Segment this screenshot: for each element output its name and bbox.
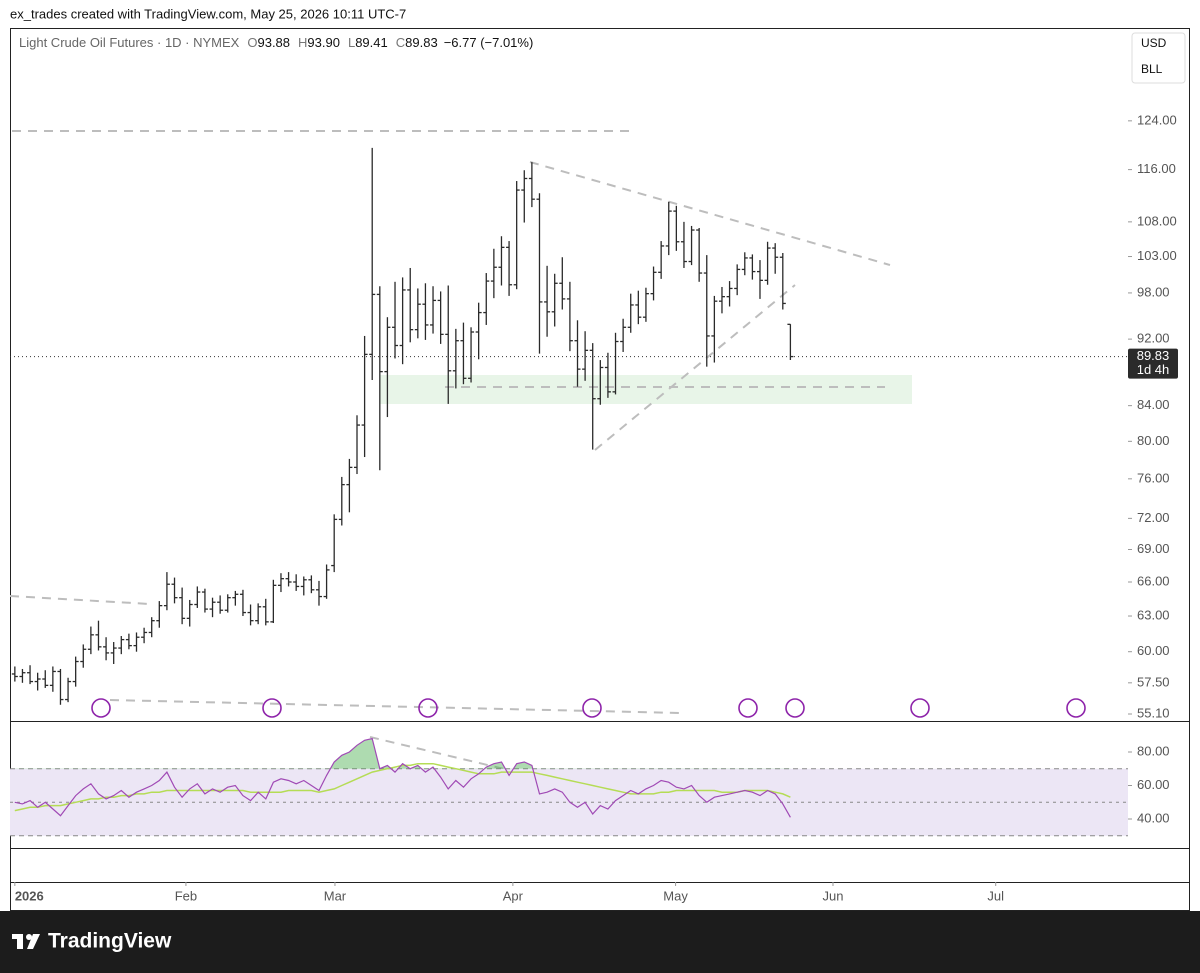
y-tick-label: 98.00 (1137, 284, 1170, 299)
legend-key: C (396, 35, 405, 50)
event-icon[interactable] (262, 698, 282, 718)
legend-title: Light Crude Oil Futures · 1D · NYMEX (19, 35, 240, 50)
y-tick-label: 92.00 (1137, 331, 1170, 346)
chart-frame (10, 28, 1190, 911)
legend-key: L (348, 35, 355, 50)
rsi-line (14, 737, 791, 818)
x-tick-label: Jul (987, 888, 1004, 903)
trendline (9, 595, 151, 605)
logo-icon (12, 934, 40, 949)
event-icon[interactable] (785, 698, 805, 718)
y-tick-label: 124.00 (1137, 112, 1177, 127)
rsi-y-tick-label: 80.00 (1137, 743, 1170, 758)
unit[interactable]: BLL (1141, 62, 1163, 76)
rsi-y-tick-label: 40.00 (1137, 810, 1170, 825)
legend-value: 93.90 (307, 35, 340, 50)
support-zone (380, 375, 912, 404)
rsi-band (10, 768, 1128, 836)
y-tick-label: 55.10 (1137, 705, 1170, 720)
rsi-ma-line (14, 762, 791, 812)
attribution: ex_trades created with TradingView.com, … (10, 6, 406, 21)
legend-value: 89.83 (405, 35, 438, 50)
y-tick-label: 80.00 (1137, 433, 1170, 448)
event-icon[interactable] (910, 698, 930, 718)
y-tick-label: 57.50 (1137, 674, 1170, 689)
y-tick-label: 69.00 (1137, 541, 1170, 556)
x-tick-label: Apr (503, 888, 524, 903)
event-icon[interactable] (418, 698, 438, 718)
legend-key: H (298, 35, 307, 50)
event-icon[interactable] (582, 698, 602, 718)
y-tick-label: 84.00 (1137, 397, 1170, 412)
legend-change: −6.77 (−7.01%) (444, 35, 534, 50)
event-icons (91, 698, 1086, 718)
y-tick-label: 108.00 (1137, 213, 1177, 228)
y-tick-label: 72.00 (1137, 510, 1170, 525)
y-tick-label: 116.00 (1137, 161, 1176, 176)
x-tick-label: Feb (175, 888, 197, 903)
footer (0, 911, 1200, 973)
event-icon[interactable] (738, 698, 758, 718)
y-tick-label: 103.00 (1137, 248, 1177, 263)
scale-box[interactable] (1131, 32, 1186, 84)
y-tick-label: 63.00 (1137, 607, 1170, 622)
x-tick-label: Mar (324, 888, 347, 903)
currency[interactable]: USD (1141, 36, 1167, 50)
legend-key: O (247, 35, 257, 50)
x-tick-label: May (663, 888, 688, 903)
y-tick-label: 60.00 (1137, 643, 1170, 658)
logo-text: TradingView (48, 930, 172, 953)
x-tick-label: Jun (822, 888, 843, 903)
x-tick-label: 2026 (15, 888, 44, 903)
legend-value: 93.88 (257, 35, 290, 50)
last-price-label: 89.83 (1137, 348, 1170, 363)
event-icon[interactable] (91, 698, 111, 718)
y-tick-label: 76.00 (1137, 470, 1170, 485)
event-icon[interactable] (1066, 698, 1086, 718)
legend-value: 89.41 (355, 35, 388, 50)
legend: Light Crude Oil Futures · 1D · NYMEX O93.… (19, 35, 533, 50)
y-tick-label: 66.00 (1137, 573, 1170, 588)
last-price-tag (1128, 348, 1178, 379)
price-bars (11, 147, 794, 705)
trendline (529, 161, 891, 266)
rsi-y-tick-label: 60.00 (1137, 777, 1170, 792)
countdown-label: 1d 4h (1137, 362, 1170, 377)
trendline (594, 284, 796, 451)
